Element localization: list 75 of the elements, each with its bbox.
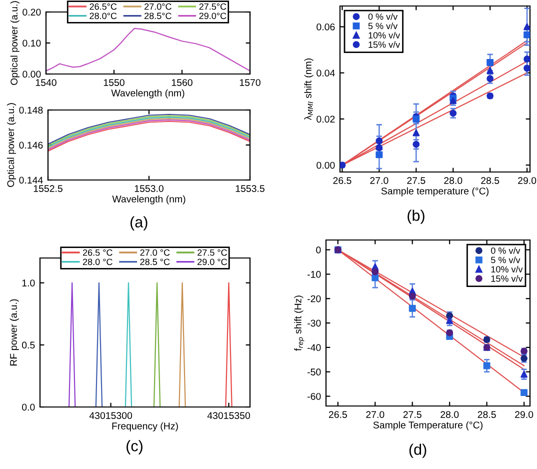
- x-axis-title: Wavelength (nm): [111, 89, 184, 98]
- legend-label: 28.0 °C: [82, 258, 112, 266]
- y-tick-label: -30: [308, 320, 321, 327]
- y-axis-title: Optical power (a.u.): [6, 103, 16, 187]
- legend-label: 29.0°C: [199, 12, 226, 20]
- y-tick-label: 0.20: [22, 8, 41, 16]
- legend-label: 26.5 °C: [82, 249, 112, 256]
- x-tick-label: 27.0: [366, 411, 384, 418]
- x-axis-title: Sample temperature (°C): [381, 187, 488, 196]
- y-tick-label: 0.148: [19, 106, 43, 114]
- legend-label: 28.5 °C: [140, 258, 170, 266]
- text: (d): [409, 444, 426, 458]
- legend-label: 15% v/v: [368, 41, 400, 48]
- y-axis-title: Optical power (a.u.): [10, 1, 20, 85]
- y-tick-label: -40: [308, 344, 321, 352]
- y-tick-label: -60: [308, 392, 321, 400]
- x-tick-label: 1553.5: [236, 185, 264, 192]
- y-tick-label: 0.04: [316, 70, 335, 76]
- x-tick-label: 27.0: [370, 177, 388, 184]
- x-tick-label: 28.5: [481, 177, 500, 184]
- y-tick-label: 0.00: [316, 162, 335, 169]
- y-tick-label: 0.00: [22, 70, 41, 78]
- x-tick-label: 28.0: [440, 411, 459, 418]
- y-axis-title: f$_{rep}$ shift (Hz): [294, 296, 304, 351]
- legend-label: 27.0 °C: [140, 249, 170, 256]
- y-axis-title: RF power (a.u.): [10, 299, 19, 366]
- text: (b): [408, 210, 424, 224]
- legend-label: 10% v/v: [368, 32, 400, 38]
- y-tick-label: 0.0: [22, 404, 35, 411]
- legend-label: 27.0°C: [144, 3, 172, 10]
- text: (c): [126, 440, 142, 454]
- y-tick-label: 0.5: [22, 342, 35, 349]
- x-tick-label: 1570: [240, 79, 260, 86]
- legend-label: 28.0°C: [90, 12, 117, 20]
- legend-label: 29.0 °C: [198, 258, 227, 266]
- legend-label: 0 % v/v: [491, 247, 520, 254]
- x-axis-title: Frequency (Hz): [112, 422, 178, 432]
- text: (a): [130, 216, 148, 231]
- x-tick-label: 26.5: [328, 411, 347, 418]
- y-axis-title: λ$_{MMI}$ shift (nm): [304, 58, 314, 120]
- x-tick-label: 28.5: [478, 411, 496, 418]
- legend-label: 27.5°C: [199, 3, 226, 10]
- x-axis-title: Sample Temperature (°C): [373, 421, 482, 430]
- x-tick-label: 27.5: [407, 177, 426, 184]
- legend-label: 15% v/v: [491, 275, 523, 282]
- x-tick-label: 1553.0: [134, 185, 164, 192]
- y-tick-label: 0.10: [22, 40, 41, 47]
- y-tick-label: 1.0: [22, 280, 35, 286]
- legend-label: 28.5°C: [144, 12, 172, 20]
- legend-label: 5 % v/v: [491, 256, 520, 264]
- y-tick-label: 0.146: [19, 142, 43, 149]
- x-axis-title: Wavelength (nm): [112, 195, 186, 204]
- x-tick-label: 1550: [104, 79, 124, 86]
- legend-label: 26.5°C: [90, 3, 117, 10]
- y-tick-label: -10: [308, 270, 321, 278]
- legend-label: 27.5 °C: [198, 249, 227, 256]
- y-tick-label: 0.02: [316, 116, 335, 123]
- x-tick-label: 43015300: [89, 412, 132, 419]
- y-tick-label: 0: [316, 246, 321, 254]
- x-tick-label: 1552.5: [34, 185, 62, 192]
- legend-label: 0 % v/v: [368, 13, 398, 20]
- legend-label: 5 % v/v: [368, 22, 398, 30]
- x-tick-label: 29.0: [518, 177, 536, 184]
- x-tick-label: 1540: [36, 79, 56, 86]
- x-tick-label: 26.5: [333, 177, 352, 184]
- y-tick-label: 0.06: [316, 23, 335, 30]
- y-tick-label: -50: [308, 368, 321, 376]
- legend-label: 10% v/v: [491, 266, 523, 272]
- x-tick-label: 27.5: [403, 411, 422, 418]
- x-tick-label: 29.0: [515, 411, 534, 418]
- y-tick-label: 0.144: [19, 176, 43, 184]
- y-tick-label: -20: [308, 295, 321, 302]
- x-tick-label: 28.0: [444, 177, 462, 184]
- x-tick-label: 43015350: [207, 412, 250, 419]
- x-tick-label: 1560: [172, 79, 192, 86]
